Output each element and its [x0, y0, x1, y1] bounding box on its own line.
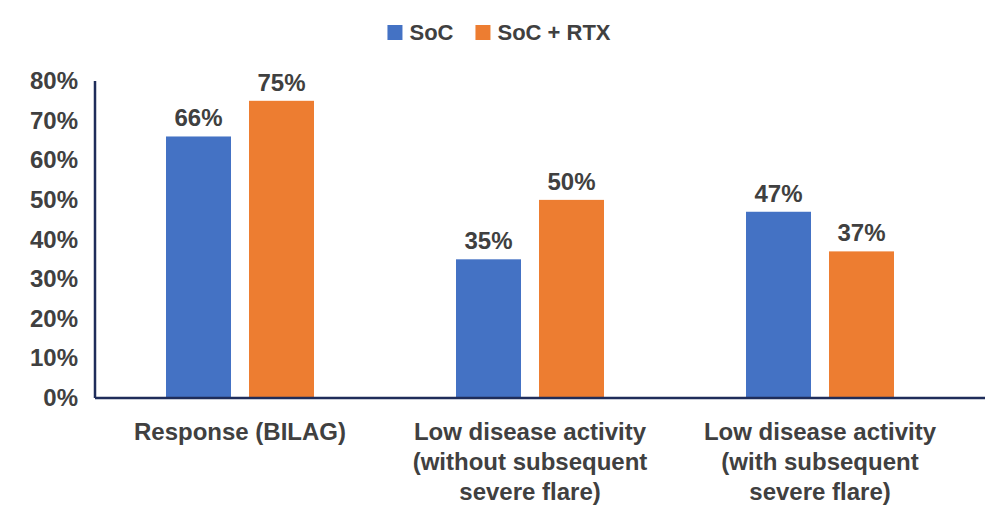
x-tick-label: Low disease activity (with subsequent seve… [704, 418, 937, 505]
x-tick-label-line: (without subsequent [413, 448, 648, 475]
x-tick-label-line: severe flare) [749, 478, 890, 505]
data-label: 50% [547, 168, 595, 195]
y-tick-label: 0% [43, 384, 78, 411]
legend-label: SoC [409, 20, 453, 45]
legend-label: SoC + RTX [497, 20, 610, 45]
bars [166, 101, 894, 398]
bar [456, 259, 521, 398]
x-axis [95, 397, 985, 400]
bar [539, 200, 604, 398]
bar [249, 101, 314, 398]
x-tick-label-line: Response (BILAG) [134, 418, 346, 445]
x-tick-label-line: Low disease activity [414, 418, 647, 445]
y-tick-label: 80% [30, 67, 78, 94]
y-tick-label: 10% [30, 344, 78, 371]
data-label: 37% [837, 219, 885, 246]
x-tick-label-line: (with subsequent [721, 448, 918, 475]
x-tick-label-line: severe flare) [459, 478, 600, 505]
x-tick-label: Response (BILAG) [134, 418, 346, 445]
legend-swatch [387, 25, 402, 40]
y-tick-label: 70% [30, 107, 78, 134]
x-tick-label-line: Low disease activity [704, 418, 937, 445]
y-tick-label: 40% [30, 226, 78, 253]
x-tick-label: Low disease activity (without subsequent s… [413, 418, 648, 505]
data-label: 47% [754, 180, 802, 207]
y-tick-label: 50% [30, 186, 78, 213]
y-tick-label: 20% [30, 305, 78, 332]
y-axis [94, 81, 97, 398]
y-tick-label: 60% [30, 146, 78, 173]
legend-swatch [475, 25, 490, 40]
bar [746, 212, 811, 398]
legend: SoC SoC + RTX [387, 20, 610, 45]
chart: 0% 10% 20% 30% 40% 50% 60% 70% 80% 66% 35% 47% 75% 50… [0, 0, 990, 524]
bar [166, 136, 231, 398]
data-label: 66% [174, 104, 222, 131]
data-label: 75% [257, 69, 305, 96]
y-tick-label: 30% [30, 265, 78, 292]
data-label: 35% [464, 227, 512, 254]
bar [829, 251, 894, 398]
